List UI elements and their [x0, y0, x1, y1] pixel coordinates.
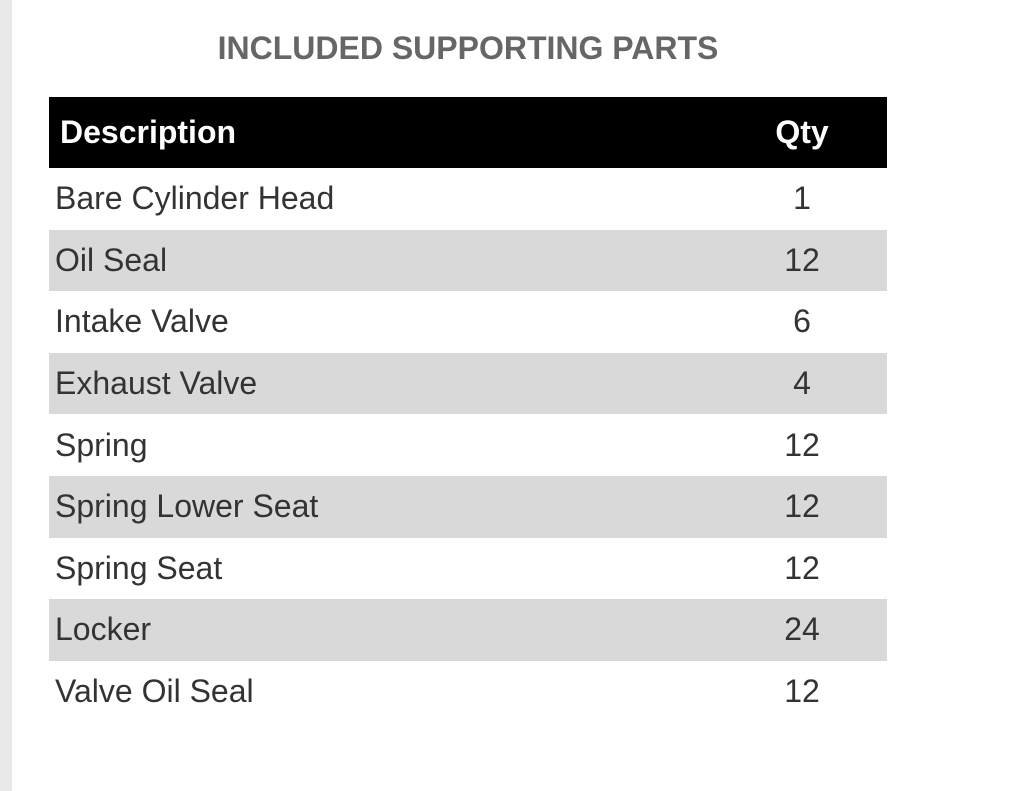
table-row: Locker 24: [49, 599, 887, 661]
header-cell: Description: [49, 97, 717, 168]
description-cell: Spring Lower Seat: [49, 475, 717, 538]
table-row: Spring Lower Seat 12: [49, 475, 887, 538]
qty-cell: 12: [784, 426, 820, 463]
qty-cell: 6: [793, 303, 811, 340]
table-row: Bare Cylinder Head 1: [49, 168, 887, 230]
table-row: Exhaust Valve 4: [49, 352, 887, 415]
qty-cell: 4: [717, 352, 887, 415]
table-row: Spring 12: [49, 414, 887, 476]
sidebar-edge: [0, 0, 12, 791]
qty-cell: 12: [784, 549, 820, 586]
title: INCLUDED SUPPORTING PARTS: [217, 30, 719, 66]
description-cell: Spring: [55, 426, 148, 463]
table-body: Bare Cylinder Head 1 Oil Seal 12 Intake Valv…: [49, 168, 887, 722]
description-cell: Intake Valve: [55, 303, 229, 340]
description-cell: Oil Seal: [49, 229, 717, 292]
table-row: Oil Seal 12: [49, 229, 887, 292]
qty-cell: 24: [717, 599, 887, 661]
description-cell: Bare Cylinder Head: [55, 180, 335, 217]
qty-cell: 12: [784, 673, 820, 710]
description-cell: Spring Seat: [55, 549, 223, 586]
qty-cell: 12: [717, 229, 887, 292]
description-cell: Exhaust Valve: [49, 352, 717, 415]
header-cell: Qty: [717, 97, 887, 168]
table-row: Valve Oil Seal 12: [49, 661, 887, 723]
parts-table: Description Qty Bare Cylinder Head 1 Oil S…: [49, 97, 887, 722]
qty-cell: 12: [717, 475, 887, 538]
table-row: Spring Seat 12: [49, 538, 887, 600]
description-cell: Locker: [49, 599, 717, 661]
qty-cell: 1: [793, 180, 811, 217]
header-row: Description Qty: [49, 97, 887, 168]
description-cell: Valve Oil Seal: [55, 673, 254, 710]
table-row: Intake Valve 6: [49, 291, 887, 353]
